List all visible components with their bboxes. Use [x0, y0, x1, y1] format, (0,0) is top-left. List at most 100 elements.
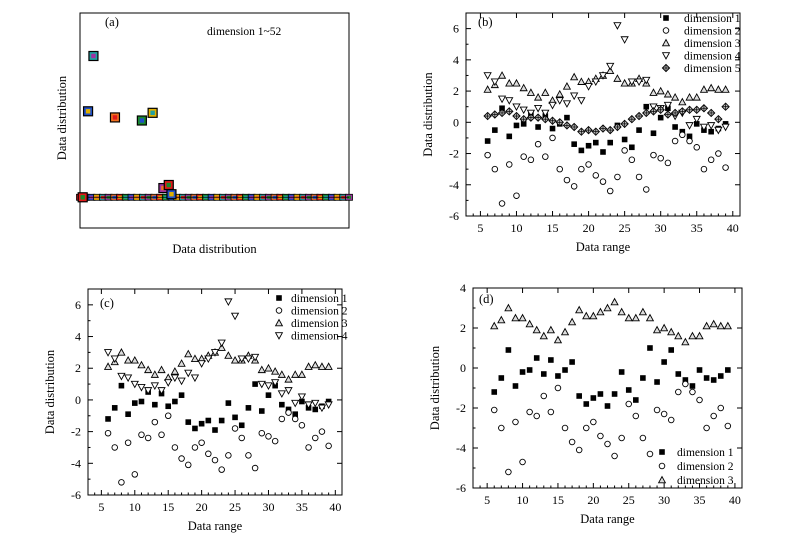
- data-point: [723, 321, 733, 330]
- data-point: [317, 404, 327, 413]
- data-point: [513, 192, 520, 199]
- x-axis-label: Data distribution: [172, 242, 257, 256]
- data-point: [177, 359, 186, 367]
- y-tick-label: 4: [453, 53, 459, 67]
- data-point: [191, 444, 199, 451]
- data-point: [118, 479, 125, 486]
- data-point: [569, 72, 579, 81]
- data-point: [663, 89, 673, 98]
- data-point: [613, 122, 622, 132]
- data-point: [526, 367, 533, 373]
- data-point: [647, 345, 653, 351]
- data-point: [692, 105, 701, 115]
- legend-entry: dimension 5: [684, 63, 741, 75]
- legend-marker: [274, 318, 284, 327]
- data-point: [533, 105, 543, 113]
- data-point: [230, 355, 240, 364]
- data-point: [130, 355, 139, 364]
- data-point: [497, 315, 506, 324]
- data-point: [257, 380, 266, 389]
- data-point: [217, 339, 226, 348]
- x-axis-label: Data range: [576, 240, 631, 254]
- x-tick-label: 5: [477, 221, 483, 235]
- data-point: [618, 434, 625, 442]
- data-point: [632, 412, 640, 420]
- data-point: [631, 313, 640, 322]
- data-point: [699, 85, 709, 93]
- data-point: [710, 412, 717, 420]
- data-point: [675, 388, 682, 396]
- data-point: [607, 139, 614, 146]
- data-point: [205, 417, 212, 424]
- data-point: [232, 414, 238, 421]
- data-point: [620, 36, 629, 44]
- data-point: [656, 86, 665, 95]
- data-point: [511, 313, 520, 322]
- data-point: [198, 439, 205, 446]
- data-point: [520, 121, 527, 127]
- data-point: [211, 456, 219, 464]
- data-point: [627, 114, 637, 124]
- x-tick-label: 20: [587, 493, 599, 507]
- data-point: [164, 412, 172, 420]
- data-point: [703, 375, 710, 381]
- outlier-point: [109, 112, 121, 123]
- data-point: [590, 395, 597, 401]
- data-point: [491, 165, 499, 173]
- data-point: [693, 144, 700, 151]
- data-point: [570, 183, 578, 190]
- data-point: [535, 124, 541, 130]
- data-point: [185, 461, 192, 469]
- data-point: [706, 122, 716, 130]
- data-point: [650, 151, 657, 159]
- data-point: [532, 325, 541, 334]
- data-point: [621, 147, 628, 154]
- series-dimension-3: [490, 297, 733, 346]
- data-point: [656, 105, 665, 115]
- x-tick-label: 40: [727, 221, 739, 235]
- data-point: [561, 424, 569, 432]
- data-point: [212, 427, 218, 433]
- y-tick-label: -4: [449, 178, 459, 192]
- data-point: [657, 114, 664, 121]
- panel-d: 5 10 15 20 25 30 35 40 -6 -4 -2 0 2 4 Data range Data d…: [428, 281, 743, 526]
- data-point: [686, 137, 693, 145]
- data-point: [533, 412, 540, 420]
- data-point: [653, 406, 661, 414]
- data-point: [654, 379, 660, 385]
- data-point: [312, 406, 319, 413]
- data-point: [491, 389, 498, 395]
- data-point: [138, 398, 145, 405]
- data-point: [151, 418, 159, 426]
- data-point: [292, 411, 299, 417]
- data-point: [606, 66, 615, 75]
- x-axis-label: Data range: [580, 512, 635, 526]
- legend-entry: dimension 2: [677, 461, 734, 473]
- data-point: [564, 114, 570, 121]
- data-point: [165, 403, 172, 410]
- data-point: [178, 392, 185, 398]
- data-point: [131, 471, 139, 478]
- data-point: [143, 365, 153, 374]
- y-tick-label: 4: [75, 330, 81, 344]
- data-point: [137, 383, 146, 392]
- legend-entry: dimension 1: [291, 293, 348, 305]
- data-point: [218, 417, 225, 424]
- data-point: [291, 415, 299, 423]
- legend-entry: dimension 1: [684, 13, 741, 25]
- x-tick-label: 35: [691, 221, 703, 235]
- data-point: [639, 434, 647, 442]
- data-point: [629, 144, 635, 151]
- data-point: [672, 124, 678, 130]
- data-point: [150, 382, 160, 390]
- y-tick-label: -4: [456, 441, 466, 455]
- data-point: [124, 439, 132, 446]
- x-tick-label: 15: [162, 500, 174, 514]
- data-point: [663, 101, 673, 110]
- data-point: [498, 375, 505, 381]
- data-point: [563, 176, 571, 184]
- series-dimension-2: [490, 380, 732, 476]
- data-point: [158, 431, 165, 439]
- data-point: [598, 72, 608, 80]
- data-point: [519, 106, 528, 115]
